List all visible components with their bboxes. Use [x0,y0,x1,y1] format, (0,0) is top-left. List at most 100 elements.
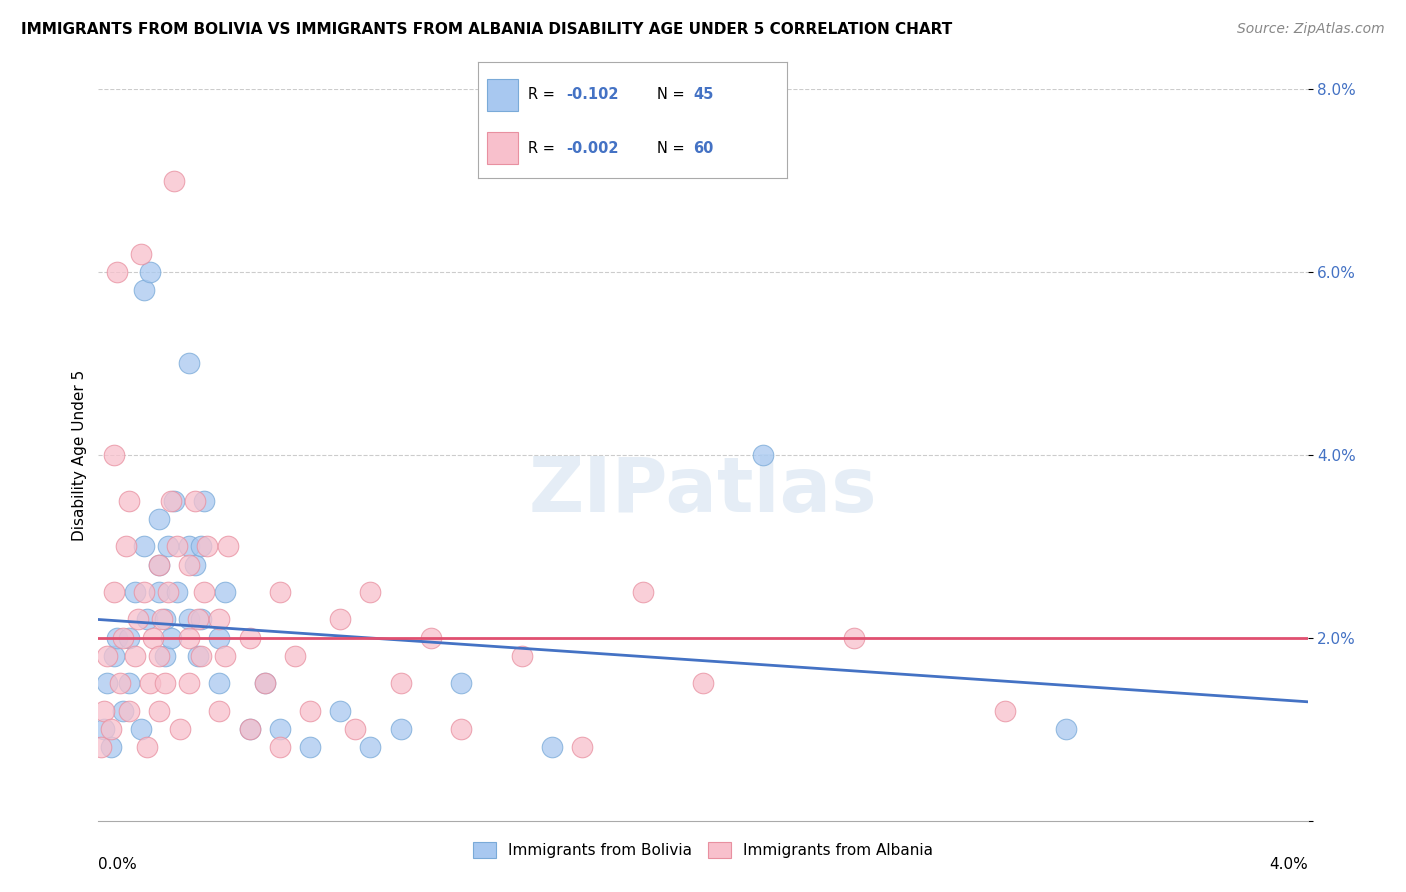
Point [450,676,472,690]
Point [148,704,170,718]
Point [114,539,136,553]
Point [269,740,291,755]
Point [127,613,149,627]
Point [163,173,186,187]
Point [160,631,183,645]
Point [571,740,593,755]
Point [166,539,188,553]
Point [111,631,134,645]
Text: -0.002: -0.002 [567,141,619,156]
Point [103,448,125,462]
Point [1054,723,1077,737]
Point [184,493,207,508]
Point [163,493,186,508]
Point [994,704,1017,718]
Point [148,558,170,572]
Text: N =: N = [658,141,690,156]
Point [329,613,352,627]
Point [132,585,155,599]
Text: -0.102: -0.102 [567,87,619,103]
Point [132,284,155,298]
Point [190,539,212,553]
Point [253,676,276,690]
Point [269,723,291,737]
Point [450,723,472,737]
Point [93,723,115,737]
Point [142,631,165,645]
Point [90,740,112,755]
Point [389,723,412,737]
Point [752,448,775,462]
Point [208,613,231,627]
Point [253,676,276,690]
Point [148,585,170,599]
Point [214,649,236,664]
Point [299,740,322,755]
Point [139,676,162,690]
Point [166,585,188,599]
Point [118,631,141,645]
Point [844,631,866,645]
Point [135,740,157,755]
Point [193,585,215,599]
Point [239,723,262,737]
Point [105,631,128,645]
Point [96,649,118,664]
Point [510,649,533,664]
Point [631,585,654,599]
Point [111,704,134,718]
Text: 45: 45 [693,87,713,103]
Point [124,585,146,599]
Point [156,539,179,553]
Point [208,631,231,645]
Point [103,585,125,599]
Point [217,539,239,553]
Point [118,704,141,718]
Point [103,649,125,664]
Point [169,723,191,737]
Point [108,676,131,690]
Point [420,631,443,645]
Point [389,676,412,690]
Point [156,585,179,599]
Legend: Immigrants from Bolivia, Immigrants from Albania: Immigrants from Bolivia, Immigrants from… [467,836,939,864]
Point [160,493,183,508]
Text: R =: R = [527,141,560,156]
Point [132,539,155,553]
Point [190,613,212,627]
Text: IMMIGRANTS FROM BOLIVIA VS IMMIGRANTS FROM ALBANIA DISABILITY AGE UNDER 5 CORREL: IMMIGRANTS FROM BOLIVIA VS IMMIGRANTS FR… [21,22,952,37]
Text: ZIPatlas: ZIPatlas [529,455,877,528]
Text: N =: N = [658,87,690,103]
Point [360,585,382,599]
Point [148,649,170,664]
Point [195,539,218,553]
Point [329,704,352,718]
Text: R =: R = [527,87,560,103]
Point [269,585,291,599]
Point [540,740,562,755]
Point [179,676,201,690]
Point [239,631,262,645]
Point [139,265,162,279]
Point [148,558,170,572]
Point [129,723,152,737]
Point [344,723,367,737]
Text: 60: 60 [693,141,713,156]
Point [187,649,209,664]
Point [100,723,122,737]
Point [118,493,141,508]
Point [105,265,128,279]
Point [360,740,382,755]
Text: 0.0%: 0.0% [98,857,138,872]
Point [153,649,176,664]
Point [179,356,201,371]
Point [284,649,307,664]
Point [93,704,115,718]
Point [129,246,152,260]
Bar [488,132,519,164]
Point [184,558,207,572]
Point [153,676,176,690]
Point [179,539,201,553]
Point [190,649,212,664]
Point [100,740,122,755]
